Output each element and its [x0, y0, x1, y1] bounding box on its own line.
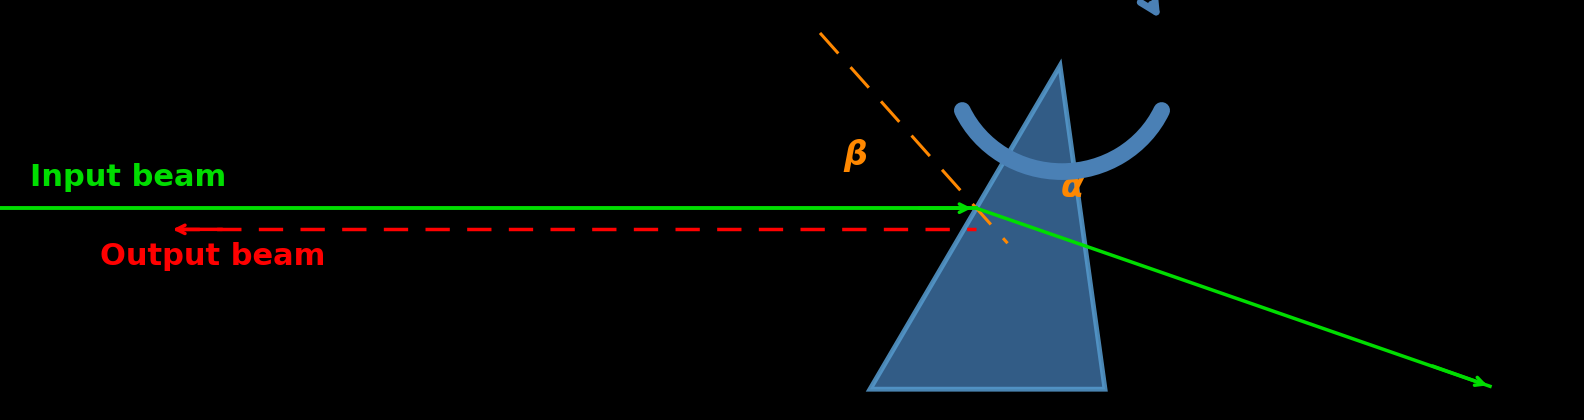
Text: Output beam: Output beam	[100, 242, 325, 271]
Text: β: β	[843, 139, 866, 172]
Polygon shape	[870, 66, 1106, 389]
Text: α: α	[1061, 171, 1083, 204]
Text: Input beam: Input beam	[30, 163, 227, 192]
